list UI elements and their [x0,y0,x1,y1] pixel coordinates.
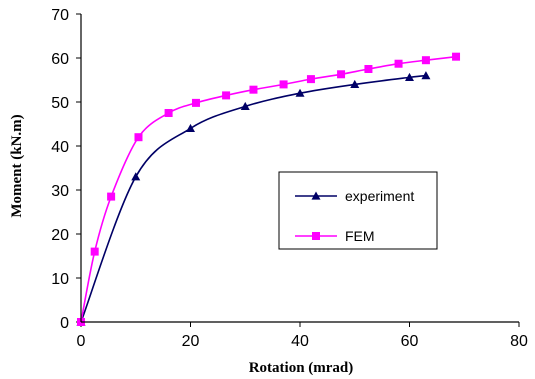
data-point-experiment [350,79,360,88]
data-point-fem [164,109,173,117]
data-point-fem [337,70,346,79]
data-point-experiment [240,101,250,110]
y-tick-label: 20 [51,227,69,244]
data-point-experiment [421,71,431,80]
y-axis-ticks: 0 10 20 30 40 50 60 70 [51,7,81,332]
y-tick-label: 60 [51,51,69,68]
data-point-fem [306,75,315,84]
y-axis-title: Moment (kN.m) [9,114,25,217]
x-tick-label: 40 [291,333,309,350]
data-point-fem [191,98,200,107]
x-tick-label: 80 [510,333,528,350]
legend-label-fem: FEM [345,228,375,244]
data-point-fem [134,133,143,142]
series-experiment [76,71,431,326]
data-point-fem [90,247,99,256]
series-line-experiment [80,74,427,323]
x-tick-label: 0 [77,333,86,350]
legend-marker-experiment [311,191,321,200]
data-point-fem [364,65,373,73]
y-tick-label: 50 [51,95,69,112]
y-tick-label: 40 [51,139,69,156]
data-point-fem [279,80,288,89]
data-point-fem [222,91,231,100]
legend-label-experiment: experiment [345,188,414,204]
y-tick-label: 0 [60,315,69,332]
y-tick-label: 10 [51,271,69,288]
data-point-fem [107,192,116,201]
data-point-experiment [131,172,141,181]
data-point-experiment [405,72,414,81]
x-axis-title: Rotation (mrad) [249,360,354,376]
x-tick-label: 60 [401,333,419,350]
data-point-experiment [295,88,305,97]
data-point-fem [394,59,403,68]
x-axis-ticks: 0 20 40 60 80 [77,322,528,350]
legend-marker-fem [312,232,320,240]
data-point-experiment [186,123,195,132]
data-point-fem [421,56,430,65]
data-point-fem [249,85,258,94]
x-tick-label: 20 [182,333,200,350]
data-point-fem [452,52,461,61]
legend: experiment FEM [278,171,438,250]
y-tick-label: 30 [51,183,69,200]
y-tick-label: 70 [51,7,69,24]
